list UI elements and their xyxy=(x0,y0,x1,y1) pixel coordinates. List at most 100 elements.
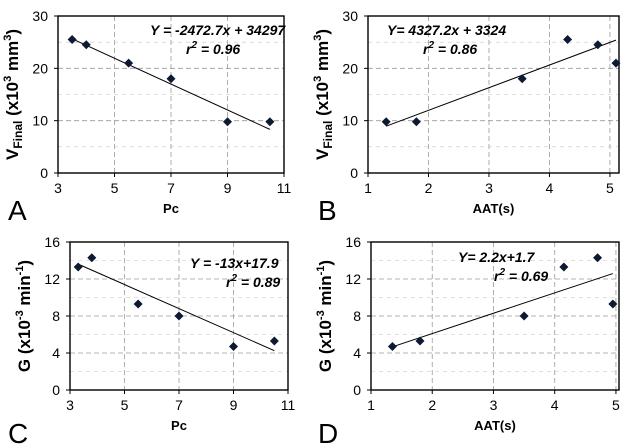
x-tick-label: 1 xyxy=(367,397,375,413)
y-tick-label: 16 xyxy=(44,234,60,250)
x-tick-label: 4 xyxy=(546,180,554,196)
y-axis-label: G (x10-3 min-1) xyxy=(14,260,34,372)
x-tick-label: 5 xyxy=(121,397,129,413)
data-point xyxy=(559,262,569,272)
regression-line xyxy=(385,39,617,127)
y-axis-unit-tail: mm xyxy=(3,41,22,76)
y-tick-label: 10 xyxy=(32,113,48,129)
regression-equation: Y = -2472.7x + 34297 xyxy=(150,22,286,38)
r-squared-symbol: r xyxy=(494,268,501,284)
y-tick-label: 20 xyxy=(342,60,358,76)
y-axis-symbol: V xyxy=(3,148,22,160)
y-axis-unit-tail: min xyxy=(15,275,34,310)
y-tick-label: 4 xyxy=(353,345,361,361)
r-squared: r2 = 0.96 xyxy=(186,40,240,57)
x-tick-label: 7 xyxy=(167,180,175,196)
r-squared-value: = 0.69 xyxy=(505,268,548,284)
y-tick-label: 10 xyxy=(342,113,358,129)
data-point xyxy=(411,117,421,127)
y-axis-unit: (x10 xyxy=(15,320,34,354)
panel-label: D xyxy=(318,418,338,446)
data-point xyxy=(415,336,425,346)
y-axis-exponent-2: -1 xyxy=(14,266,26,276)
x-tick-label: 9 xyxy=(230,397,238,413)
r-squared-value: = 0.89 xyxy=(237,274,280,290)
x-tick-label: 5 xyxy=(111,180,119,196)
y-axis-symbol: G xyxy=(15,359,34,372)
y-axis-symbol: V xyxy=(313,148,332,160)
y-tick-label: 8 xyxy=(353,308,361,324)
x-tick-label: 4 xyxy=(551,397,559,413)
data-point xyxy=(223,117,232,127)
y-axis-close-paren: ) xyxy=(15,260,34,266)
r-squared-symbol: r xyxy=(186,41,193,57)
y-tick-label: 20 xyxy=(32,60,48,76)
data-point xyxy=(381,117,391,127)
y-tick-label: 0 xyxy=(52,382,60,398)
panel-c: 3 5 7 9 11 0 4 8 12 16 Pc G (x10-3 min-1) Y = -13x+1… xyxy=(8,234,295,446)
y-axis-exponent: -3 xyxy=(315,310,327,320)
x-tick-label: 11 xyxy=(277,180,292,196)
data-point xyxy=(593,253,603,263)
y-tick-label: 8 xyxy=(52,308,60,324)
plot-frame xyxy=(367,15,620,174)
regression-line xyxy=(392,273,614,348)
data-point xyxy=(608,299,618,309)
y-axis-close-paren: ) xyxy=(316,260,335,266)
x-axis-label: AAT(s) xyxy=(473,201,515,216)
data-point xyxy=(265,117,275,127)
data-point xyxy=(67,35,77,45)
y-tick-label: 16 xyxy=(345,234,361,250)
r-squared: r2 = 0.69 xyxy=(494,267,548,284)
regression-equation: Y= 2.2x+1.7 xyxy=(458,249,536,265)
x-axis-label: Pc xyxy=(171,418,187,433)
data-point xyxy=(133,299,143,309)
y-axis-label: G (x10-3 min-1) xyxy=(315,260,335,372)
panel-label: A xyxy=(8,195,27,226)
panel-label: C xyxy=(8,418,28,446)
data-point xyxy=(593,40,603,50)
r-squared-exponent: 2 xyxy=(230,273,237,284)
r-squared-exponent: 2 xyxy=(498,267,505,278)
panel-label: B xyxy=(318,195,337,226)
x-axis-label: AAT(s) xyxy=(474,418,516,433)
r-squared-exponent: 2 xyxy=(427,40,434,51)
regression-equation: Y= 4327.2x + 3324 xyxy=(387,22,506,38)
data-point xyxy=(73,262,83,272)
y-axis-unit: (x10 xyxy=(3,82,22,116)
y-axis-unit: (x10 xyxy=(313,82,332,116)
y-axis-close-paren: ) xyxy=(3,29,22,35)
x-tick-label: 2 xyxy=(428,397,436,413)
y-axis-symbol: G xyxy=(316,359,335,372)
r-squared-exponent: 2 xyxy=(190,40,197,51)
y-tick-label: 30 xyxy=(32,8,48,24)
y-axis-exponent-2: -1 xyxy=(315,266,327,276)
r-squared: r2 = 0.86 xyxy=(423,40,477,57)
data-point xyxy=(81,40,91,50)
data-point xyxy=(611,58,621,68)
x-tick-label: 11 xyxy=(281,397,296,413)
y-axis-unit: (x10 xyxy=(316,320,335,354)
y-tick-label: 4 xyxy=(52,345,60,361)
data-point xyxy=(174,311,184,321)
y-axis-exponent: -3 xyxy=(14,310,26,320)
x-tick-label: 7 xyxy=(175,397,183,413)
y-axis-close-paren: ) xyxy=(313,29,332,35)
data-point xyxy=(517,74,527,84)
x-tick-label: 9 xyxy=(224,180,232,196)
y-tick-label: 0 xyxy=(353,382,361,398)
data-point xyxy=(87,253,97,263)
y-tick-label: 0 xyxy=(350,165,358,181)
y-tick-label: 12 xyxy=(345,271,361,287)
y-axis-label: VFinal (x103 mm3) xyxy=(312,29,335,160)
x-tick-label: 3 xyxy=(490,397,498,413)
r-squared-symbol: r xyxy=(423,41,430,57)
x-tick-label: 5 xyxy=(606,180,614,196)
data-point xyxy=(269,336,279,346)
x-tick-label: 1 xyxy=(364,180,372,196)
x-tick-label: 3 xyxy=(54,180,62,196)
r-squared-symbol: r xyxy=(226,274,233,290)
